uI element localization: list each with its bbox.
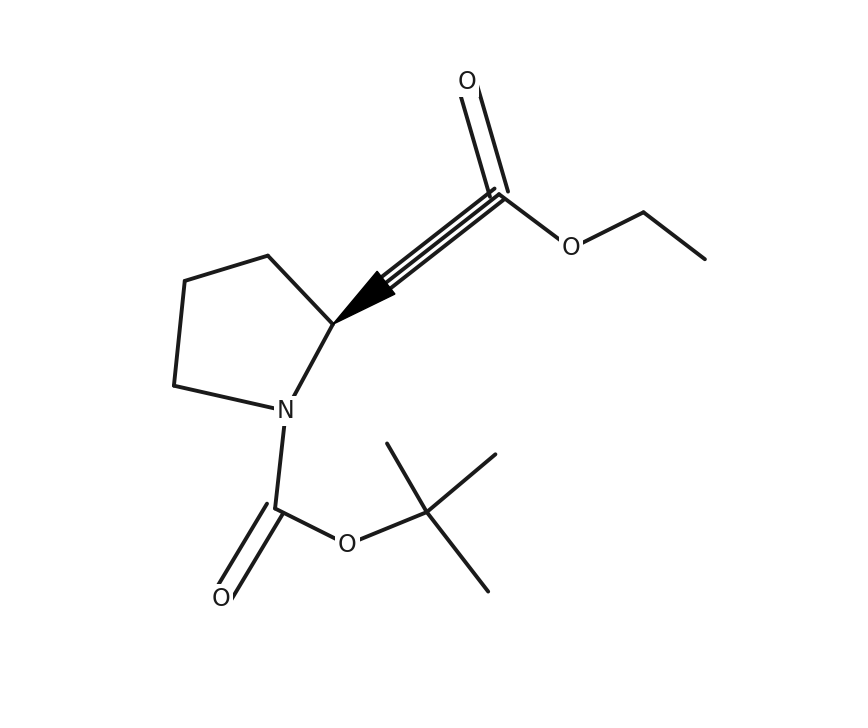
Polygon shape — [332, 272, 395, 324]
Text: O: O — [338, 533, 357, 557]
Text: N: N — [277, 399, 295, 423]
Text: O: O — [457, 70, 476, 94]
Text: O: O — [562, 237, 581, 261]
Text: O: O — [212, 587, 230, 611]
